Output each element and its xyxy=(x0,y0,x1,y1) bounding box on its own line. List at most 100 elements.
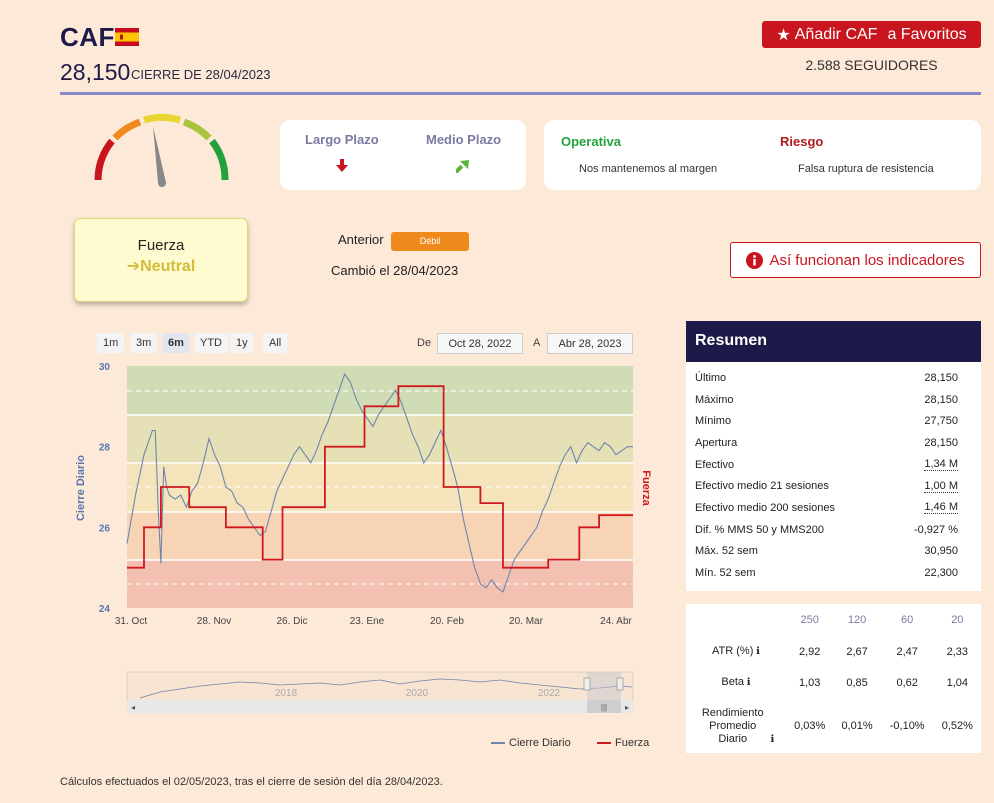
price-chart: 24 26 28 30 31. Oct 28. Nov 26. Dic 23. Ene 20.… xyxy=(75,362,652,713)
legend-item-fuerza[interactable]: Fuerza xyxy=(597,737,649,749)
y-axis-label: Cierre Diario xyxy=(75,455,87,521)
summary-row: Mínimo 27,750 xyxy=(686,410,981,432)
range-all-button[interactable]: All xyxy=(263,333,288,353)
summary-row-value[interactable]: 1,46 M xyxy=(924,501,958,515)
info-icon[interactable]: ℹ xyxy=(767,733,775,745)
favorite-button-suffix: a Favoritos xyxy=(887,25,967,43)
to-date-input[interactable] xyxy=(547,333,633,354)
last-price: 28,150 xyxy=(60,59,131,85)
how-indicators-work-button[interactable]: Así funcionan los indicadores xyxy=(730,242,981,278)
info-icon[interactable]: ℹ xyxy=(744,677,751,688)
summary-row-value: 22,300 xyxy=(924,567,958,580)
star-icon: ★ xyxy=(776,26,791,44)
summary-row: Último 28,150 xyxy=(686,367,981,389)
stats-cell: 0,03% xyxy=(794,720,826,732)
scroll-right-icon[interactable]: ▸ xyxy=(625,703,629,712)
summary-title: Resumen xyxy=(686,321,981,362)
range-3m-button[interactable]: 3m xyxy=(130,333,158,353)
legend-swatch xyxy=(491,742,505,744)
sentiment-gauge xyxy=(94,113,229,187)
stats-row-label: Beta ℹ xyxy=(686,667,786,698)
operation-card: Operativa Nos mantenemos al margen Riesg… xyxy=(544,120,981,190)
summary-row: Máximo 28,150 xyxy=(686,389,981,411)
stats-table: 250 120 60 20 ATR (%) ℹ 2,92 2,67 2,47 2,33 B… xyxy=(686,604,981,754)
range-ytd-button[interactable]: YTD xyxy=(194,333,228,353)
summary-row: Dif. % MMS 50 y MMS200 -0,927 % xyxy=(686,519,981,541)
right-arrow-icon: ➔ xyxy=(126,258,141,275)
x-tick-label: 28. Nov xyxy=(197,616,231,627)
navigator-handle-right[interactable] xyxy=(616,677,624,691)
navigator-scrollbar[interactable] xyxy=(127,700,633,713)
scrollbar-grip-icon: ||| xyxy=(601,703,607,712)
info-icon xyxy=(746,251,764,269)
spain-flag-icon xyxy=(115,28,139,46)
series-line-fuerza xyxy=(127,385,633,569)
stats-row: Beta ℹ 1,03 0,85 0,62 1,04 xyxy=(686,667,981,698)
gauge-needle xyxy=(153,126,166,187)
stats-cell: 1,03 xyxy=(798,676,821,689)
summary-row-value[interactable]: 1,34 M xyxy=(924,458,958,472)
range-1y-button[interactable]: 1y xyxy=(230,333,254,353)
summary-row-value: 28,150 xyxy=(924,371,958,384)
navigator-scrollbar-thumb[interactable] xyxy=(587,700,621,713)
summary-row-value: 28,150 xyxy=(924,393,958,406)
stats-cell: 2,47 xyxy=(896,645,918,658)
summary-row-value[interactable]: 1,00 M xyxy=(924,479,958,493)
long-term-label: Largo Plazo xyxy=(305,132,379,147)
up-right-arrow-icon xyxy=(456,160,469,173)
summary-row-value: -0,927 % xyxy=(913,523,958,536)
legend-swatch xyxy=(597,742,611,744)
stats-cell: 0,85 xyxy=(846,676,868,689)
strength-title: Fuerza xyxy=(137,237,185,254)
y-tick-label: 30 xyxy=(99,362,111,373)
previous-strength-label: Anterior xyxy=(338,232,384,247)
summary-row-label: Efectivo medio 200 sesiones xyxy=(695,501,836,514)
calculation-footnote: Cálculos efectuados el 02/05/2023, tras … xyxy=(60,776,443,788)
stats-cell: 2,92 xyxy=(798,645,821,658)
scroll-left-icon[interactable]: ◂ xyxy=(131,703,135,712)
info-icon[interactable]: ℹ xyxy=(753,646,760,657)
stats-cell: 1,04 xyxy=(946,676,969,689)
riesgo-label: Riesgo xyxy=(780,134,824,149)
summary-row-label: Mínimo xyxy=(695,415,732,428)
strength-value-wrap: ➔Neutral xyxy=(75,256,247,276)
legend-label: Fuerza xyxy=(615,737,650,749)
summary-row: Mín. 52 sem 22,300 xyxy=(686,562,981,584)
x-tick-label: 31. Oct xyxy=(115,616,147,627)
add-favorite-button[interactable]: ★ Añadir CAF a Favoritos xyxy=(762,21,981,48)
summary-row: Máx. 52 sem 30,950 xyxy=(686,541,981,563)
terms-card: Largo Plazo Medio Plazo xyxy=(280,120,526,190)
legend-item-cierre-diario[interactable]: Cierre Diario xyxy=(491,737,571,749)
strength-box: Fuerza ➔Neutral xyxy=(74,218,248,302)
summary-row: Efectivo 1,34 M xyxy=(686,454,981,476)
summary-row: Efectivo medio 21 sesiones 1,00 M xyxy=(686,475,981,497)
chart-navigator[interactable]: 2018 2020 2022 ||| ◂ ▸ xyxy=(126,671,634,713)
followers-count: 2.588 SEGUIDORES xyxy=(805,57,938,73)
range-6m-button[interactable]: 6m xyxy=(162,333,190,353)
x-tick-label: 20. Feb xyxy=(430,616,464,627)
range-1m-button[interactable]: 1m xyxy=(97,333,125,353)
from-date-input[interactable] xyxy=(437,333,523,354)
stats-cell: 0,52% xyxy=(941,720,973,732)
from-date-label: De xyxy=(417,337,432,349)
y-tick-label: 26 xyxy=(99,523,111,534)
summary-row-value: 30,950 xyxy=(924,545,958,558)
strength-value: Neutral xyxy=(140,258,196,275)
x-tick-label: 24. Abr xyxy=(600,616,632,627)
summary-row-label: Máx. 52 sem xyxy=(695,545,758,558)
close-date-label: CIERRE DE 28/04/2023 xyxy=(131,67,271,82)
legend-label: Cierre Diario xyxy=(509,737,571,749)
summary-row-label: Apertura xyxy=(695,436,738,449)
stats-cell: 2,67 xyxy=(846,645,868,658)
stats-cell: -0,10% xyxy=(889,720,925,732)
strength-bands xyxy=(127,366,633,608)
stats-header: 250 xyxy=(800,614,819,626)
summary-row-label: Último xyxy=(695,371,727,384)
x-axis-ticks: 31. Oct 28. Nov 26. Dic 23. Ene 20. Feb 20. M… xyxy=(115,616,633,627)
summary-row-label: Dif. % MMS 50 y MMS200 xyxy=(695,523,824,536)
operativa-text: Nos mantenemos al margen xyxy=(579,163,718,175)
summary-row-label: Mín. 52 sem xyxy=(695,567,756,580)
stats-header: 60 xyxy=(901,614,914,626)
navigator-handle-left[interactable] xyxy=(583,677,591,691)
series-line-cierre-diario xyxy=(126,372,633,593)
